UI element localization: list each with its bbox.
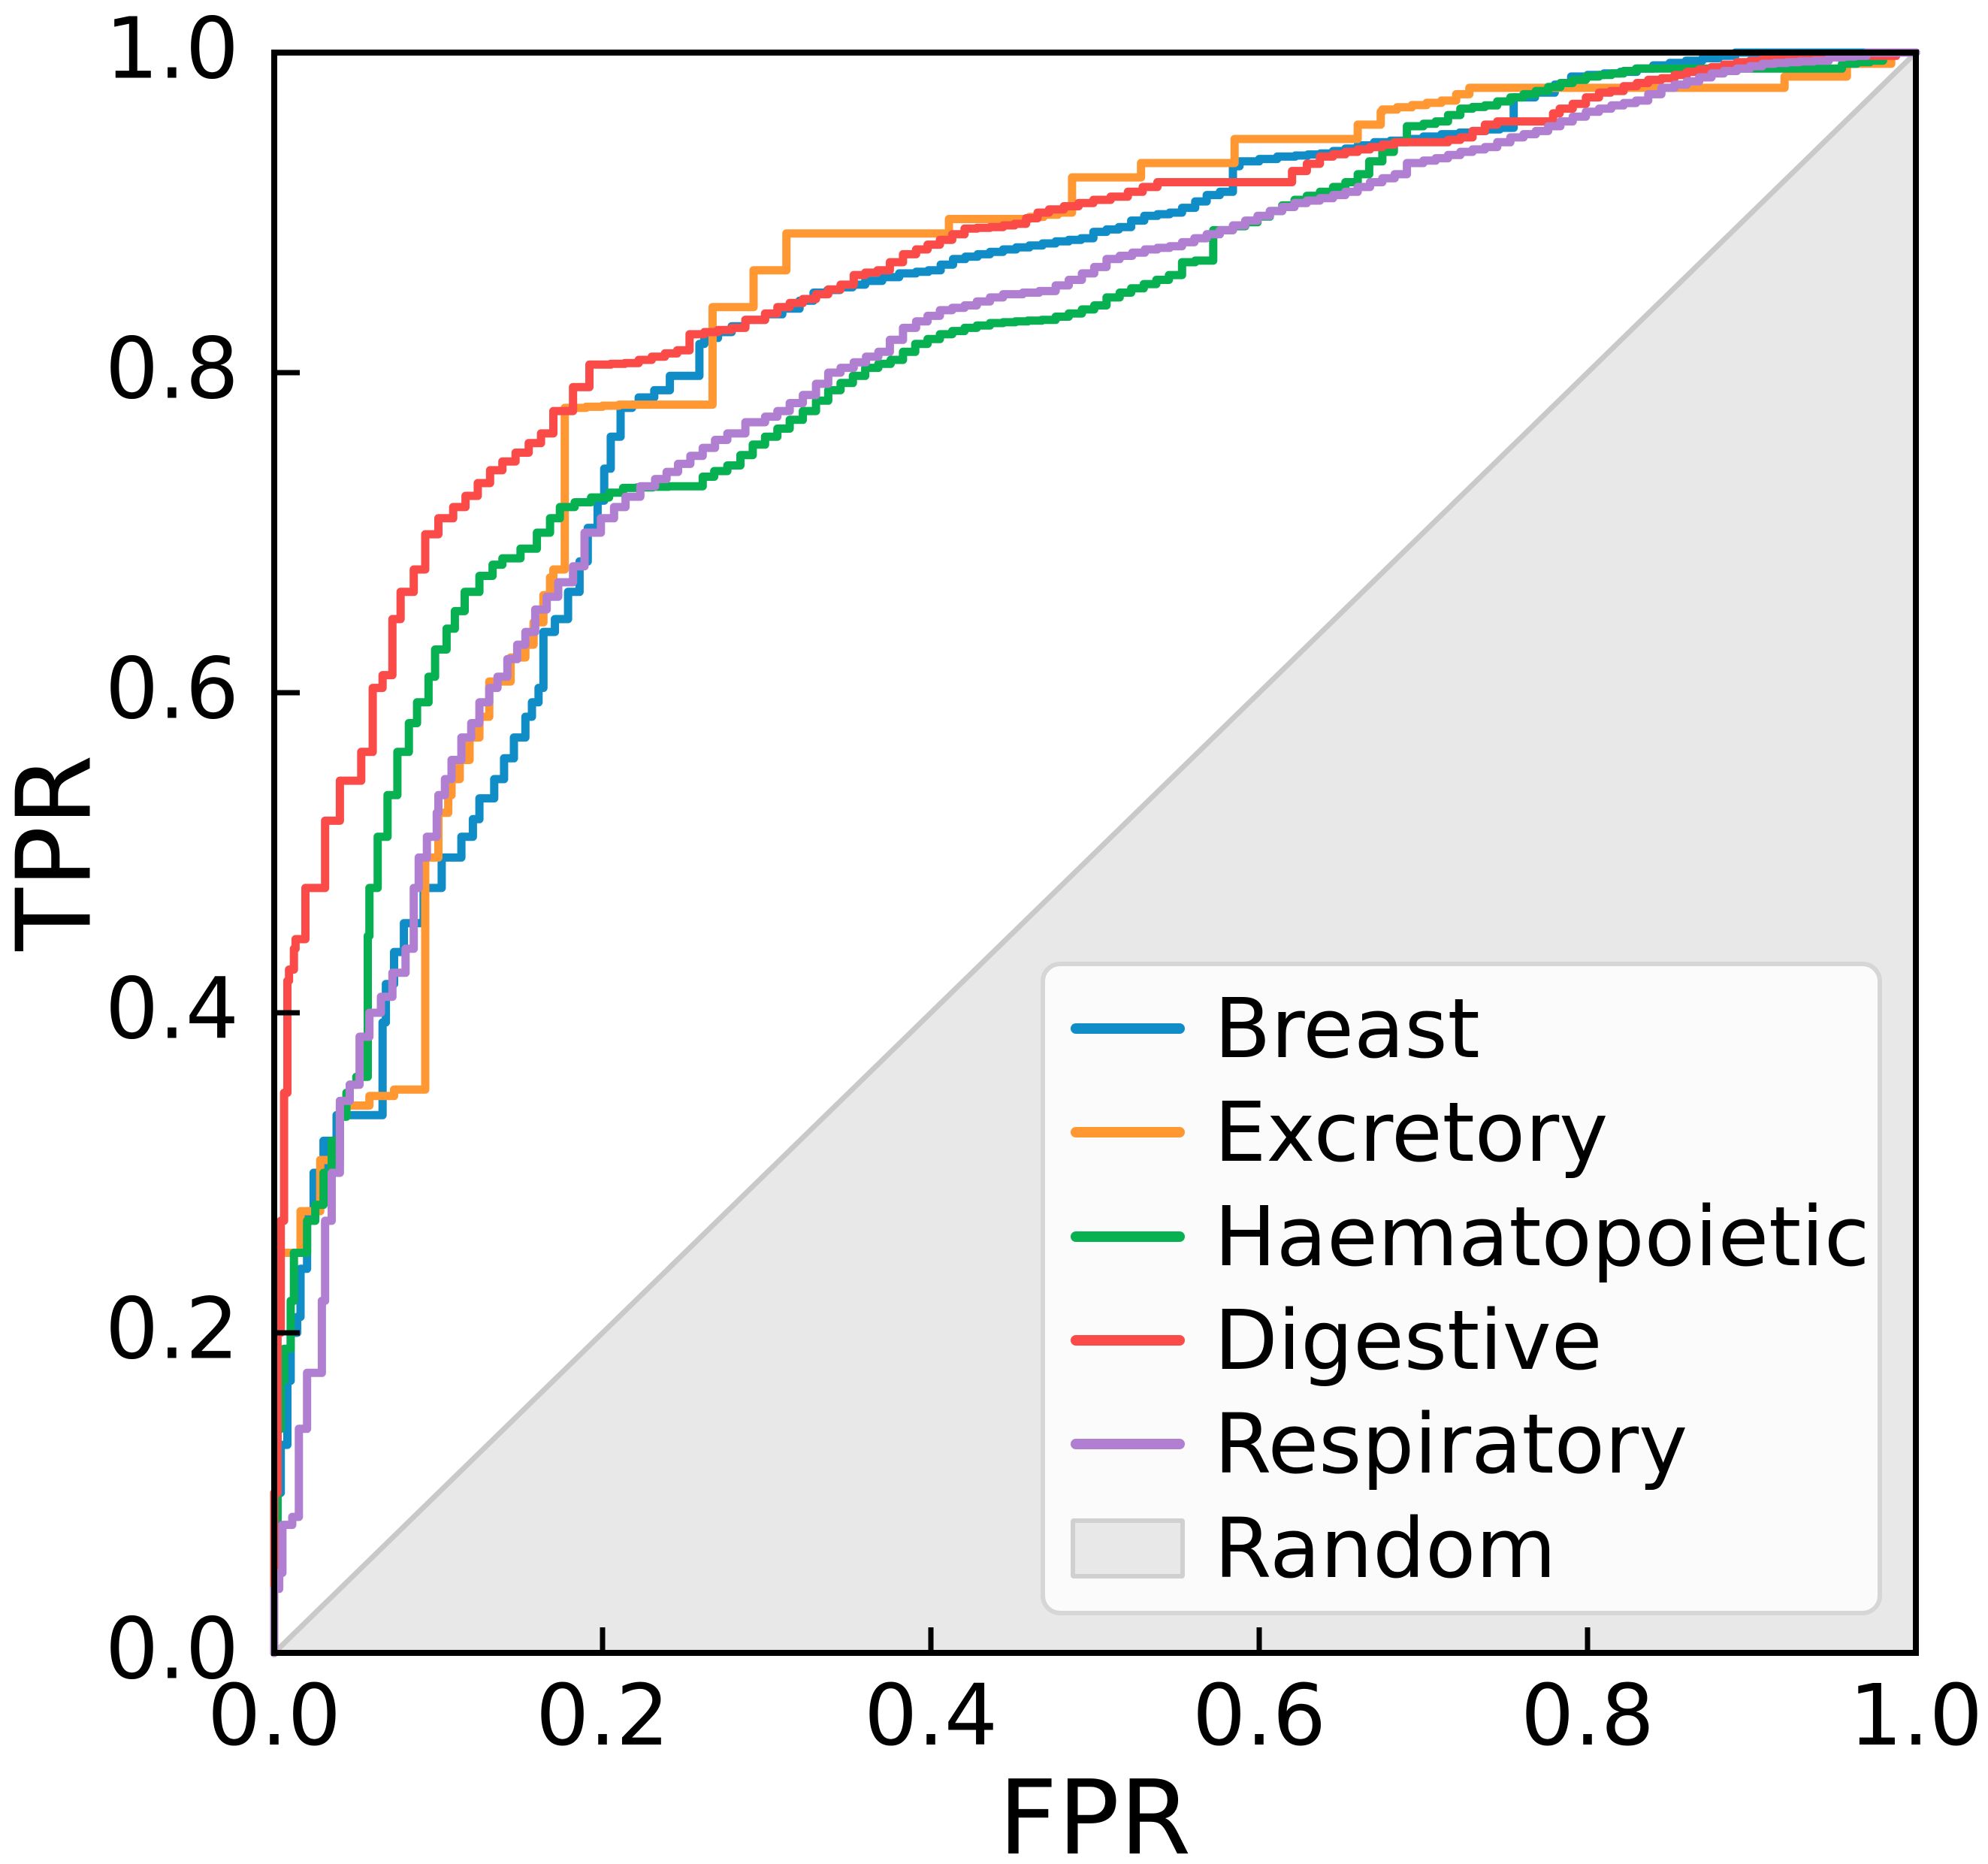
y-axis-title: TPR (0, 754, 115, 951)
x-axis-title: FPR (998, 1759, 1192, 1864)
legend-row-digestive: Digestive (1045, 1289, 1878, 1391)
legend-patch-swatch-random (1071, 1518, 1185, 1579)
legend-label-haematopoietic: Haematopoietic (1214, 1188, 1870, 1285)
roc-curve-respiratory (270, 48, 1920, 1657)
x-tick-label-0.0: 0.0 (207, 1667, 342, 1765)
legend-row-haematopoietic: Haematopoietic (1045, 1186, 1878, 1288)
legend-row-random: Random (1045, 1497, 1878, 1600)
plot-spines (271, 50, 1919, 1656)
roc-curve-breast (270, 48, 1920, 1657)
legend-line-swatch-excretory (1071, 1127, 1185, 1138)
random-region-diagonal-edge (272, 50, 1918, 1655)
legend-line-swatch-haematopoietic (1071, 1231, 1185, 1242)
y-tick-label-0.8: 0.8 (104, 320, 239, 418)
legend-swatch-wrap (1071, 1231, 1185, 1242)
legend-swatch-wrap (1071, 1439, 1185, 1450)
legend-row-respiratory: Respiratory (1045, 1393, 1878, 1495)
legend-label-excretory: Excretory (1214, 1084, 1609, 1181)
x-tick-label-0.4: 0.4 (863, 1667, 999, 1765)
y-tick-label-0.6: 0.6 (104, 640, 239, 739)
legend-row-excretory: Excretory (1045, 1081, 1878, 1183)
legend-label-respiratory: Respiratory (1214, 1396, 1688, 1493)
y-tick-label-0.2: 0.2 (104, 1280, 239, 1379)
x-tick-label-0.2: 0.2 (535, 1667, 670, 1765)
legend-line-swatch-digestive (1071, 1335, 1185, 1346)
x-tick-label-0.8: 0.8 (1520, 1667, 1655, 1765)
roc-curve-digestive (270, 48, 1920, 1657)
legend-box: Breast Excretory Haematopoietic Digestive Re… (1041, 962, 1882, 1615)
x-tick-label-0.6: 0.6 (1192, 1667, 1327, 1765)
legend-label-random: Random (1214, 1500, 1557, 1597)
legend-line-swatch-respiratory (1071, 1439, 1185, 1450)
legend-swatch-wrap (1071, 1127, 1185, 1138)
y-tick-label-0.0: 0.0 (104, 1600, 239, 1699)
x-tick-label-1.0: 1.0 (1848, 1667, 1983, 1765)
legend-swatch-wrap (1071, 1023, 1185, 1035)
legend-row-breast: Breast (1045, 977, 1878, 1080)
legend-swatch-wrap (1071, 1335, 1185, 1346)
roc-curve-haematopoietic (270, 48, 1920, 1657)
legend-label-digestive: Digestive (1214, 1292, 1603, 1389)
legend-line-swatch-breast (1071, 1023, 1185, 1035)
y-tick-label-1.0: 1.0 (104, 0, 239, 98)
roc-curves-layer (270, 48, 1920, 1657)
legend-label-breast: Breast (1214, 980, 1480, 1077)
axes-spines-and-ticks-layer (271, 50, 1919, 1656)
y-tick-label-0.4: 0.4 (104, 960, 239, 1059)
legend-swatch-wrap (1071, 1518, 1185, 1579)
